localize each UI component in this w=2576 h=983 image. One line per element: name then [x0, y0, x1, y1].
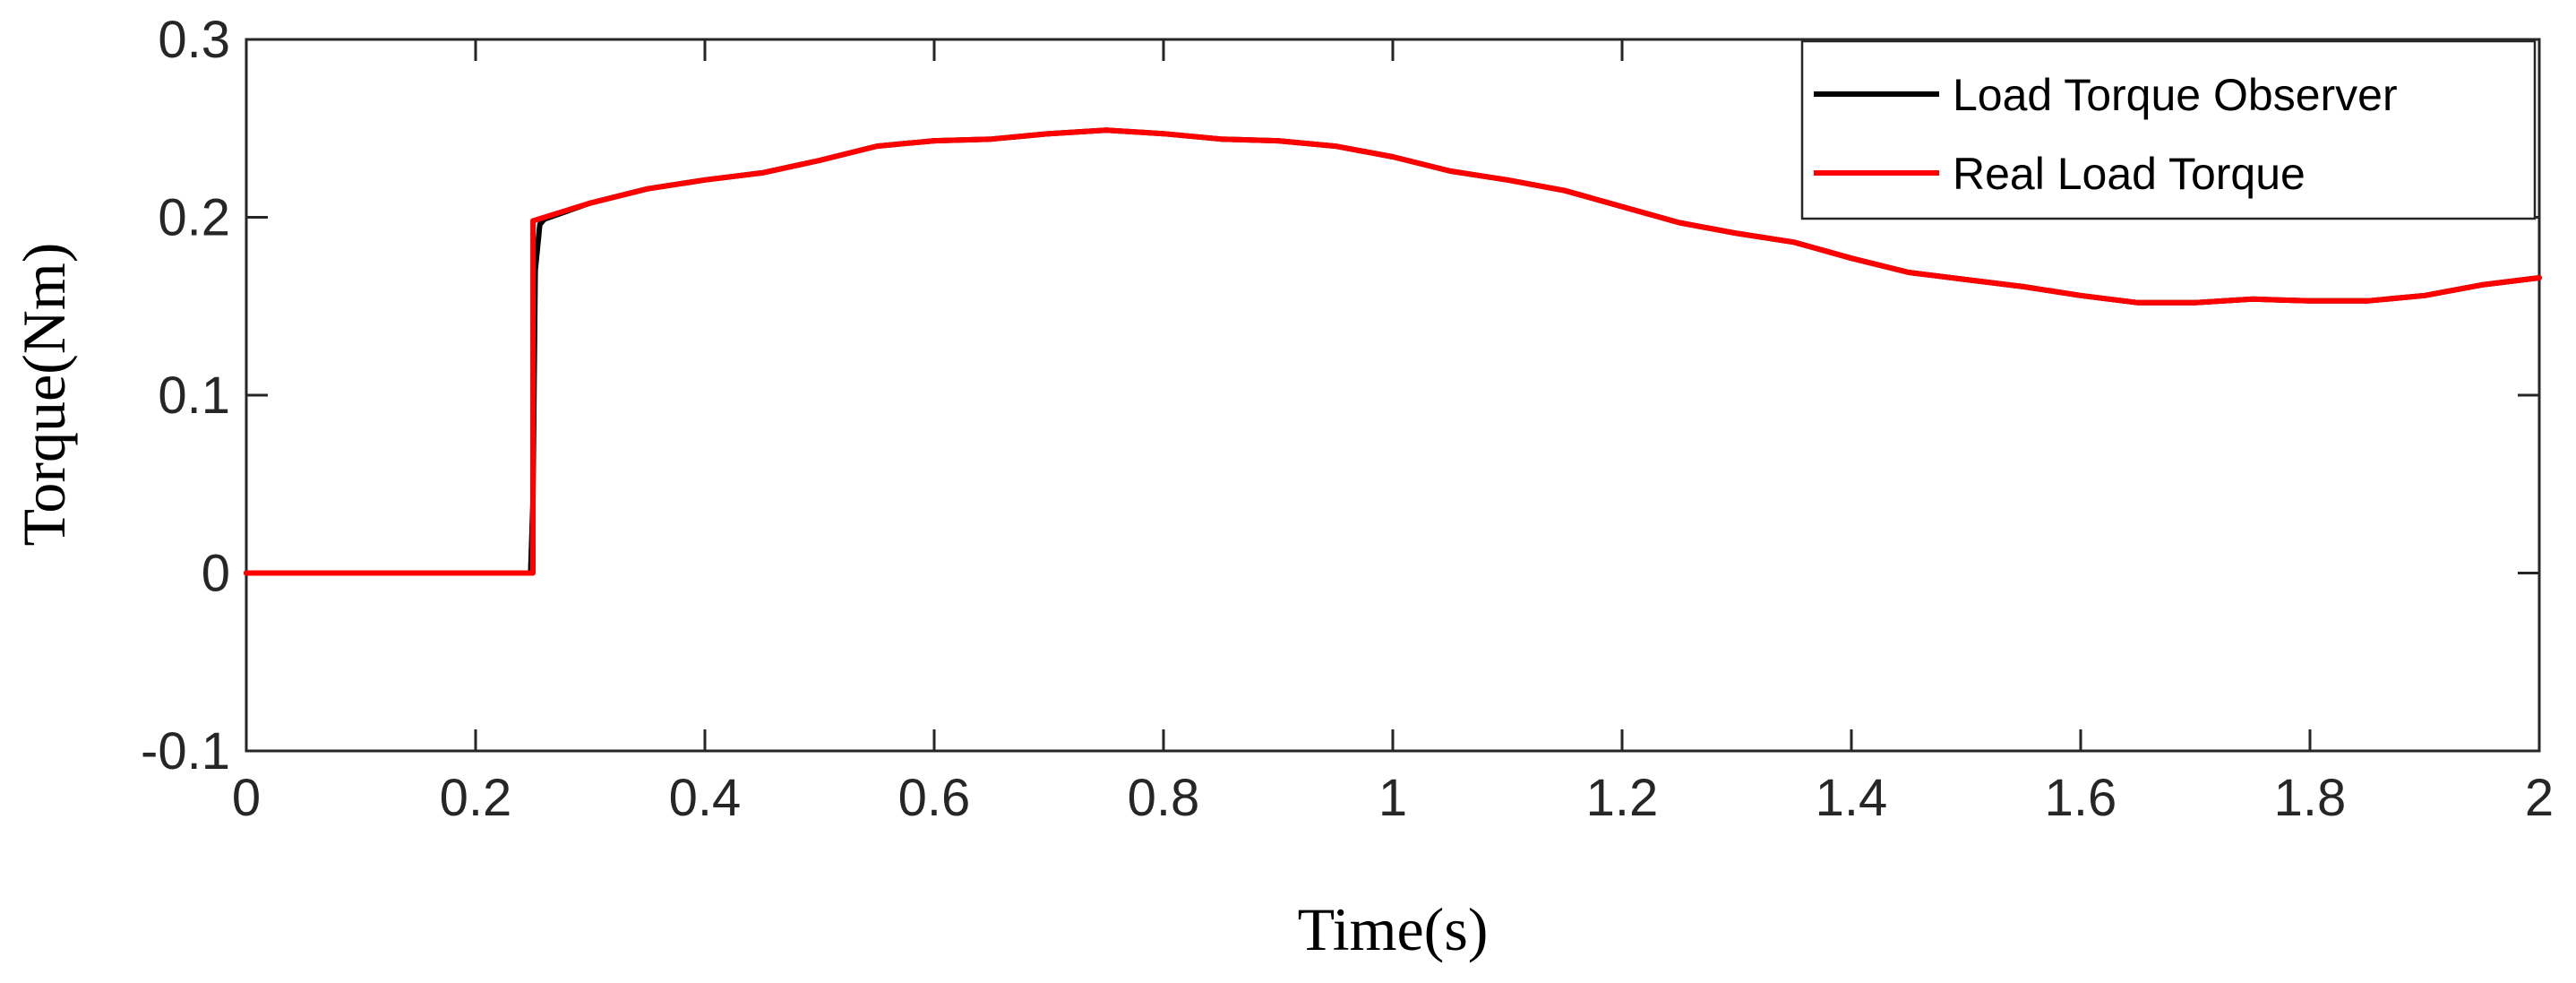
x-tick-label: 0.4	[669, 769, 742, 827]
y-axis-title: Torque(Nm)	[10, 243, 78, 547]
x-tick-label: 1.4	[1816, 769, 1888, 827]
series-layer	[244, 127, 2542, 576]
x-tick-label: 1	[1378, 769, 1407, 827]
series-line-real-load-torque	[244, 127, 2542, 576]
legend-label-load-torque-observer: Load Torque Observer	[1953, 70, 2398, 120]
legend: Load Torque Observer Real Load Torque	[1800, 39, 2537, 220]
x-tick-label: 1.2	[1586, 769, 1659, 827]
x-tick-label: 1.8	[2274, 769, 2347, 827]
legend-label-real-load-torque: Real Load Torque	[1953, 149, 2306, 199]
x-tick-label: 0.2	[440, 769, 512, 827]
x-tick-label: 0.8	[1128, 769, 1200, 827]
x-tick-label: 0	[232, 769, 261, 827]
legend-box	[1800, 39, 2537, 220]
y-tick-labels: -0.1 0 0.1 0.2 0.3	[141, 11, 230, 780]
y-tick-label: 0.1	[158, 366, 230, 425]
y-tick-label: 0.2	[158, 189, 230, 247]
y-tick-label: 0	[202, 545, 230, 603]
x-tick-labels: 0 0.2 0.4 0.6 0.8 1 1.2 1.4 1.6 1.8 2	[232, 769, 2554, 827]
y-tick-label: 0.3	[158, 11, 230, 69]
x-axis-title: Time(s)	[1298, 895, 1489, 963]
x-tick-label: 0.6	[898, 769, 971, 827]
y-tick-label: -0.1	[141, 722, 230, 780]
x-tick-label: 2	[2525, 769, 2554, 827]
x-tick-label: 1.6	[2045, 769, 2117, 827]
